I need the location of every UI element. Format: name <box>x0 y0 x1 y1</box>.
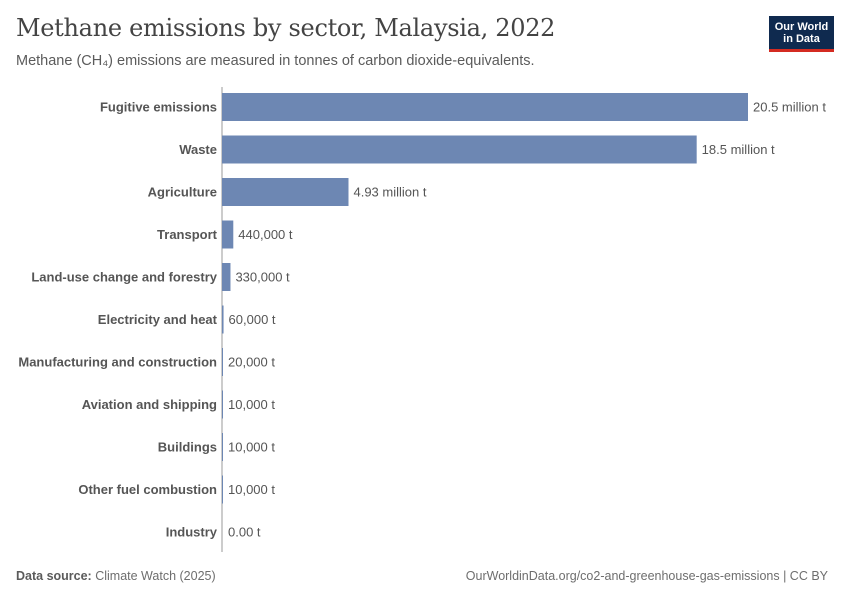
value-label: 60,000 t <box>229 312 276 327</box>
logo-line-2: in Data <box>783 33 820 45</box>
bar[interactable] <box>222 263 231 291</box>
category-label: Manufacturing and construction <box>18 355 217 370</box>
value-label: 10,000 t <box>228 440 275 455</box>
bar[interactable] <box>222 475 223 504</box>
value-label: 10,000 t <box>228 397 275 412</box>
source-url[interactable]: OurWorldinData.org/co2-and-greenhouse-ga… <box>465 569 828 583</box>
value-label: 440,000 t <box>238 227 293 242</box>
value-label: 20,000 t <box>228 355 275 370</box>
bar[interactable] <box>222 93 748 121</box>
logo-line-1: Our World <box>774 21 829 33</box>
bar[interactable] <box>222 305 224 334</box>
category-label: Buildings <box>158 440 217 455</box>
chart-subtitle: Methane (CH₄) emissions are measured in … <box>16 53 535 69</box>
bar[interactable] <box>222 135 697 164</box>
category-label: Other fuel combustion <box>78 482 217 497</box>
category-label: Agriculture <box>148 185 217 200</box>
data-source: Data source: Climate Watch (2025) <box>16 569 216 583</box>
value-label: 330,000 t <box>235 270 290 285</box>
data-source-value[interactable]: Climate Watch (2025) <box>95 569 216 583</box>
value-label: 20.5 million t <box>753 100 826 115</box>
value-label: 10,000 t <box>228 482 275 497</box>
bar[interactable] <box>222 220 234 249</box>
owid-logo[interactable]: Our World in Data <box>769 16 834 52</box>
category-label: Aviation and shipping <box>82 397 217 412</box>
data-source-label: Data source: <box>16 569 92 583</box>
value-label: 4.93 million t <box>353 185 426 200</box>
category-label: Land-use change and forestry <box>31 270 217 285</box>
bar[interactable] <box>222 178 349 206</box>
value-label: 0.00 t <box>228 525 261 540</box>
category-label: Waste <box>179 142 217 157</box>
bar[interactable] <box>222 433 223 461</box>
category-label: Fugitive emissions <box>100 100 217 115</box>
value-label: 18.5 million t <box>702 142 775 157</box>
bar[interactable] <box>222 348 223 376</box>
category-label: Industry <box>166 525 218 540</box>
chart-title: Methane emissions by sector, Malaysia, 2… <box>16 14 556 42</box>
bar[interactable] <box>222 390 223 419</box>
category-label: Electricity and heat <box>98 312 218 327</box>
category-label: Transport <box>157 227 218 242</box>
